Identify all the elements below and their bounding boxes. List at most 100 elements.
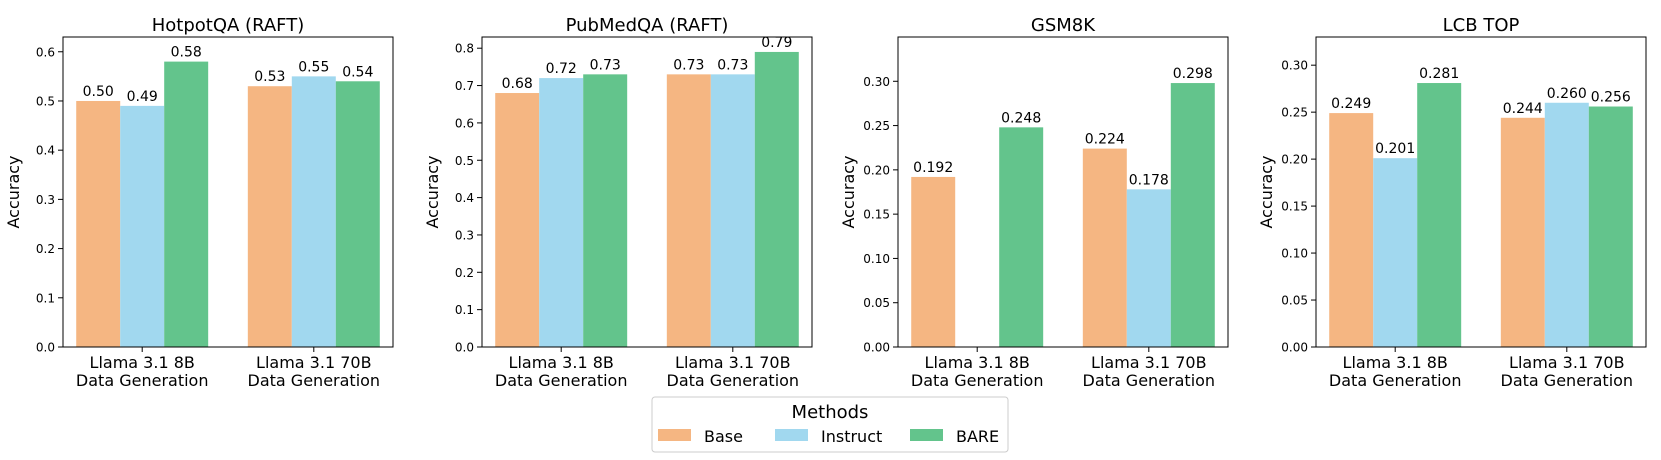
y-tick-label: 0.15 (863, 208, 890, 222)
legend: Methods Base Instruct BARE (651, 396, 1009, 453)
y-tick-label: 0.8 (455, 42, 474, 56)
plot-frame (481, 36, 813, 348)
bar-value-label: 0.68 (502, 76, 533, 92)
x-tick-label: Llama 3.1 8B (509, 353, 614, 372)
y-tick-label: 0.00 (1281, 341, 1308, 355)
bar-value-label: 0.248 (1001, 110, 1041, 126)
y-tick-label: 0.1 (36, 291, 55, 305)
chart-panel-1: HotpotQA (RAFT) Accuracy 0.0 0.1 0.2 0.3 0.4 0.… (4, 15, 394, 390)
bar-value-label: 0.49 (127, 89, 158, 105)
y-axis-label: Accuracy (4, 155, 23, 228)
bar-value-label: 0.178 (1129, 172, 1169, 188)
bar-value-label: 0.79 (761, 35, 792, 51)
chart-title: HotpotQA (RAFT) (152, 15, 304, 36)
chart-title: GSM8K (1031, 15, 1096, 36)
bar-instruct-2 (1126, 189, 1171, 347)
legend-swatch-instruct (775, 429, 808, 441)
bar-value-label: 0.73 (717, 57, 748, 73)
bar-value-label: 0.73 (673, 57, 704, 73)
bar-bare-1 (164, 61, 209, 347)
y-tick-label: 0.1 (455, 303, 474, 317)
bar-base-1 (495, 93, 540, 347)
x-tick-label: Data Generation (248, 371, 381, 390)
chart-panel-4: LCB TOP Accuracy 0.00 0.05 0.10 0.15 0.20 0.25 0… (1257, 15, 1647, 390)
bar-value-label: 0.73 (590, 57, 621, 73)
legend-label-bare: BARE (956, 427, 999, 446)
x-tick-label: Data Generation (911, 371, 1044, 390)
bar-bare-1 (999, 127, 1044, 347)
y-tick-label: 0.20 (1281, 153, 1308, 167)
y-axis-label: Accuracy (423, 155, 442, 228)
y-tick-label: 0.2 (36, 242, 55, 256)
bar-instruct-1 (120, 105, 165, 347)
x-tick-label: Llama 3.1 8B (90, 353, 195, 372)
bar-value-label: 0.58 (171, 45, 202, 61)
bar-value-label: 0.201 (1375, 141, 1415, 157)
plot-frame (62, 36, 394, 348)
bar-value-label: 0.50 (83, 84, 114, 100)
x-tick-label: Data Generation (76, 371, 209, 390)
y-tick-label: 0.05 (1281, 294, 1308, 308)
bar-bare-2 (1588, 106, 1633, 347)
bar-instruct-2 (710, 74, 755, 347)
y-tick-label: 0.25 (1281, 106, 1308, 120)
bar-instruct-2 (291, 76, 336, 347)
y-tick-label: 0.4 (36, 144, 55, 158)
legend-label-instruct: Instruct (821, 427, 882, 446)
bar-value-label: 0.224 (1085, 132, 1125, 148)
bar-value-label: 0.54 (342, 64, 373, 80)
y-tick-label: 0.30 (863, 75, 890, 89)
x-tick-label: Llama 3.1 8B (925, 353, 1030, 372)
legend-swatch-base (658, 429, 691, 441)
x-tick-label: Llama 3.1 8B (1343, 353, 1448, 372)
x-tick-label: Data Generation (1083, 371, 1216, 390)
y-tick-label: 0.15 (1281, 200, 1308, 214)
bar-value-label: 0.192 (913, 160, 953, 176)
y-tick-label: 0.6 (36, 45, 55, 59)
bar-base-2 (1500, 117, 1545, 348)
plot-frame (897, 36, 1229, 348)
x-tick-label: Data Generation (667, 371, 800, 390)
bar-value-label: 0.281 (1419, 66, 1459, 82)
x-tick-label: Llama 3.1 70B (1509, 353, 1625, 372)
bar-instruct-1 (1373, 158, 1418, 347)
bar-bare-2 (754, 51, 799, 347)
bar-instruct-2 (1544, 102, 1589, 348)
plot-frame (1315, 36, 1647, 348)
y-tick-label: 0.00 (863, 341, 890, 355)
bar-value-label: 0.249 (1331, 96, 1371, 112)
chart-panel-3: GSM8K Accuracy 0.00 0.05 0.10 0.15 0.20 0.25 0.3… (839, 15, 1229, 390)
chart-title: PubMedQA (RAFT) (566, 15, 729, 36)
x-tick-label: Data Generation (1501, 371, 1634, 390)
y-tick-label: 0.4 (455, 191, 474, 205)
y-tick-label: 0.3 (36, 193, 55, 207)
y-tick-label: 0.30 (1281, 59, 1308, 73)
y-axis-label: Accuracy (1257, 155, 1276, 228)
y-tick-label: 0.20 (863, 163, 890, 177)
bar-base-1 (1329, 113, 1374, 347)
bar-base-2 (247, 86, 292, 347)
bar-base-2 (1082, 148, 1127, 347)
legend-label-base: Base (704, 427, 743, 446)
bar-bare-1 (1417, 83, 1462, 347)
bar-bare-1 (583, 74, 628, 347)
bar-base-1 (76, 100, 121, 347)
y-tick-label: 0.0 (36, 341, 55, 355)
x-tick-label: Llama 3.1 70B (675, 353, 791, 372)
y-tick-label: 0.0 (455, 341, 474, 355)
bar-value-label: 0.244 (1503, 101, 1543, 117)
y-axis-label: Accuracy (839, 155, 858, 228)
bar-bare-2 (1170, 83, 1215, 348)
chart-panel-2: PubMedQA (RAFT) Accuracy 0.0 0.1 0.2 0.3 0.4 0.… (423, 15, 813, 390)
y-tick-label: 0.3 (455, 228, 474, 242)
bar-bare-2 (335, 81, 380, 348)
bar-value-label: 0.72 (546, 61, 577, 77)
bar-value-label: 0.260 (1547, 86, 1587, 102)
y-tick-label: 0.05 (863, 296, 890, 310)
chart-title: LCB TOP (1443, 15, 1520, 36)
legend-swatch-bare (910, 429, 943, 441)
x-tick-label: Llama 3.1 70B (1091, 353, 1207, 372)
bar-instruct-1 (539, 78, 584, 347)
y-tick-label: 0.5 (36, 94, 55, 108)
